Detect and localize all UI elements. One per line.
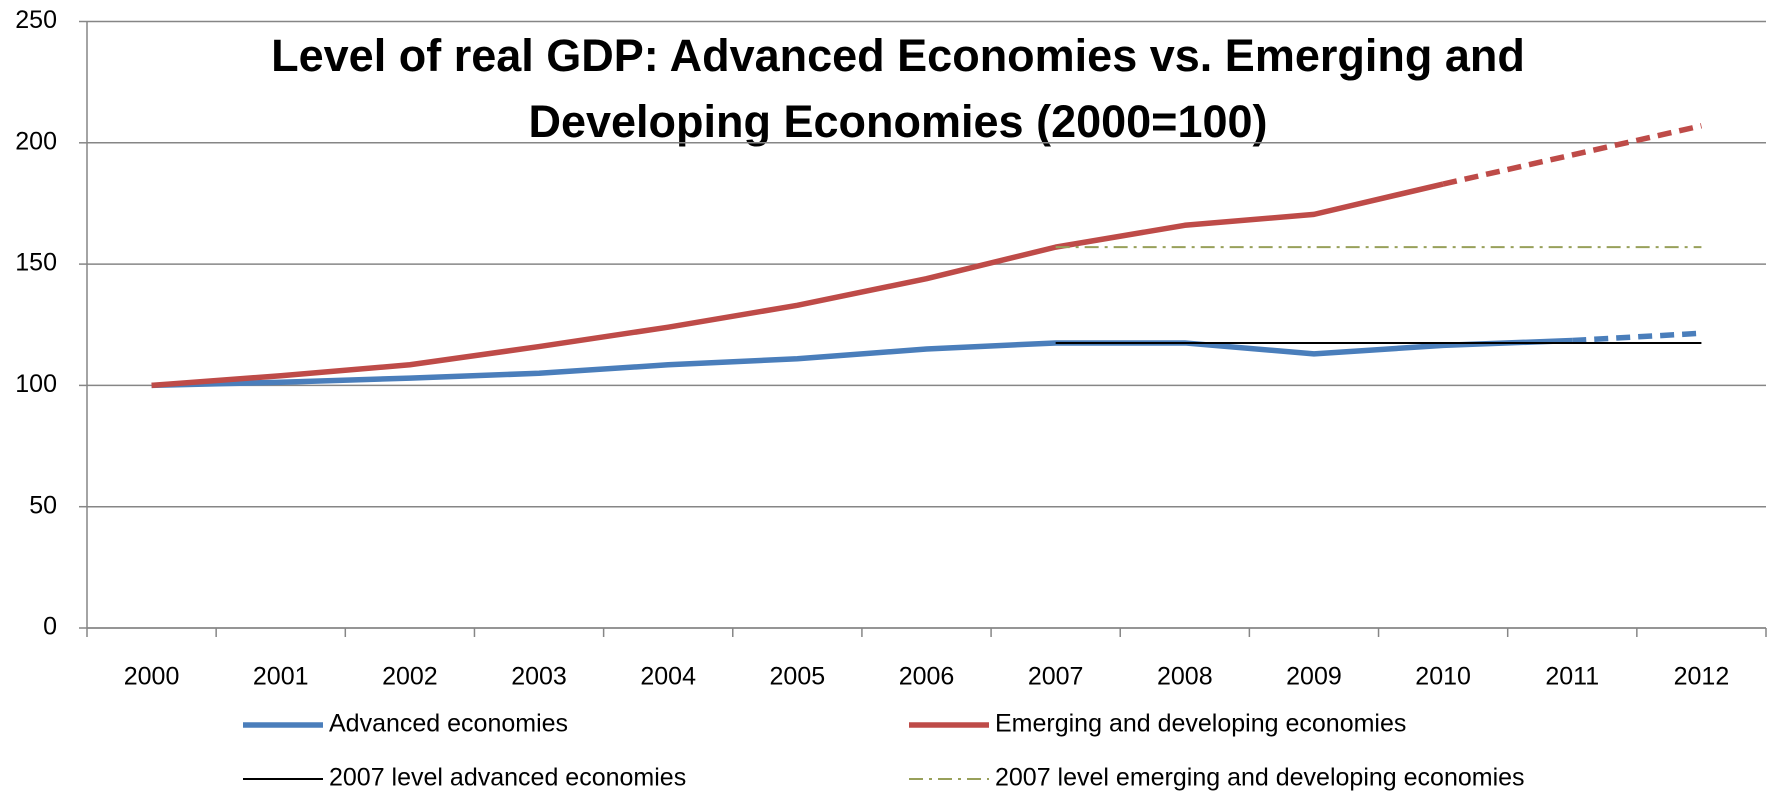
x-tick-label: 2010 [1415,663,1471,691]
x-tick-label: 2002 [382,663,438,691]
x-tick-label: 2007 [1028,663,1084,691]
x-tick-label: 2011 [1545,663,1599,691]
chart-title: Developing Economies (2000=100) [528,96,1267,147]
legend-label: Advanced economies [329,710,568,738]
x-tick-label: 2009 [1286,663,1342,691]
x-tick-label: 2004 [640,663,696,691]
x-tick-label: 2006 [899,663,955,691]
series-line [151,337,1573,389]
x-tick-label: 2000 [124,663,180,691]
y-tick-label: 50 [29,491,57,519]
series-line [1572,330,1702,344]
y-tick-label: 100 [15,370,57,398]
x-tick-label: 2012 [1674,663,1730,691]
x-tick-label: 2005 [770,663,826,691]
y-tick-label: 0 [43,613,57,641]
y-tick-label: 150 [15,249,57,277]
x-tick-label: 2008 [1157,663,1213,691]
legend-label: 2007 level advanced economies [329,764,686,792]
y-tick-label: 250 [15,6,57,34]
legend-label: Emerging and developing economies [995,710,1406,738]
x-tick-label: 2001 [253,663,309,691]
x-tick-label: 2003 [511,663,567,691]
legend-label: 2007 level emerging and developing econo… [995,764,1525,792]
series-line [151,181,1444,389]
y-tick-label: 200 [15,127,57,155]
chart-title: Level of real GDP: Advanced Economies vs… [271,30,1525,81]
series-line [1442,123,1703,187]
